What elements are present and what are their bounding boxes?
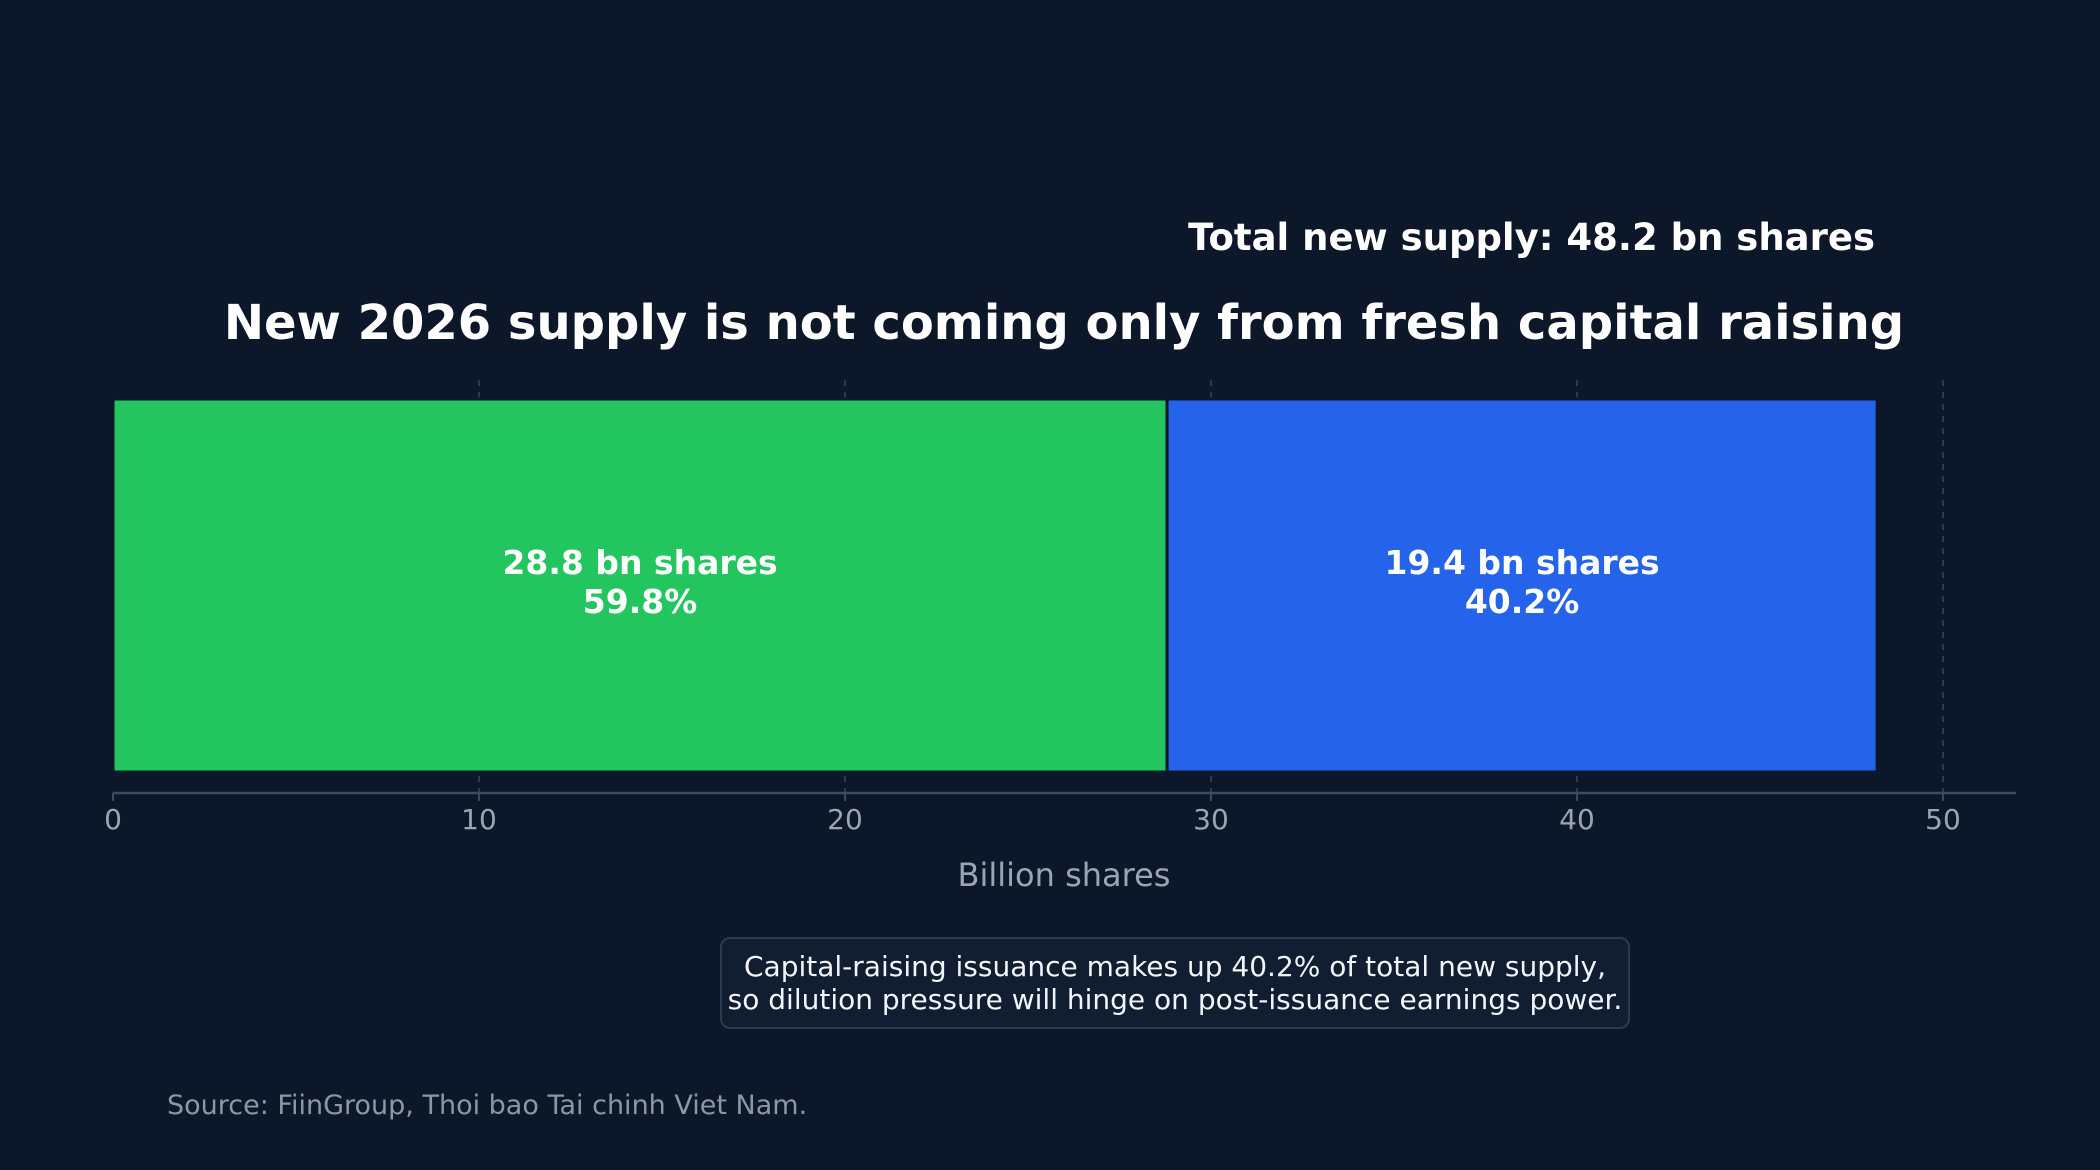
bar-percent-label: 59.8% [583,582,698,621]
x-tick-label: 50 [1925,803,1961,836]
annotation-line-1: Capital-raising issuance makes up 40.2% … [744,950,1606,983]
source-note: Source: FiinGroup, Thoi bao Tai chinh Vi… [167,1090,808,1121]
total-supply-label: Total new supply: 48.2 bn shares [1188,216,1875,259]
bar-value-label: 28.8 bn shares [502,543,777,582]
bar-value-label: 19.4 bn shares [1384,543,1659,582]
x-tick-label: 30 [1193,803,1229,836]
bar-segment-2 [1165,397,1879,774]
annotation-box: Capital-raising issuance makes up 40.2% … [720,937,1630,1029]
bar-percent-label: 40.2% [1465,582,1580,621]
x-tick-label: 40 [1559,803,1595,836]
x-tick-label: 0 [104,803,122,836]
x-axis-title: Billion shares [958,856,1171,894]
chart-title: New 2026 supply is not coming only from … [224,295,1904,351]
x-tick-label: 20 [827,803,863,836]
x-axis-ticks: 0 10 20 30 40 50 [104,793,1961,836]
annotation-line-2: so dilution pressure will hinge on post-… [727,983,1623,1016]
x-tick-label: 10 [461,803,497,836]
